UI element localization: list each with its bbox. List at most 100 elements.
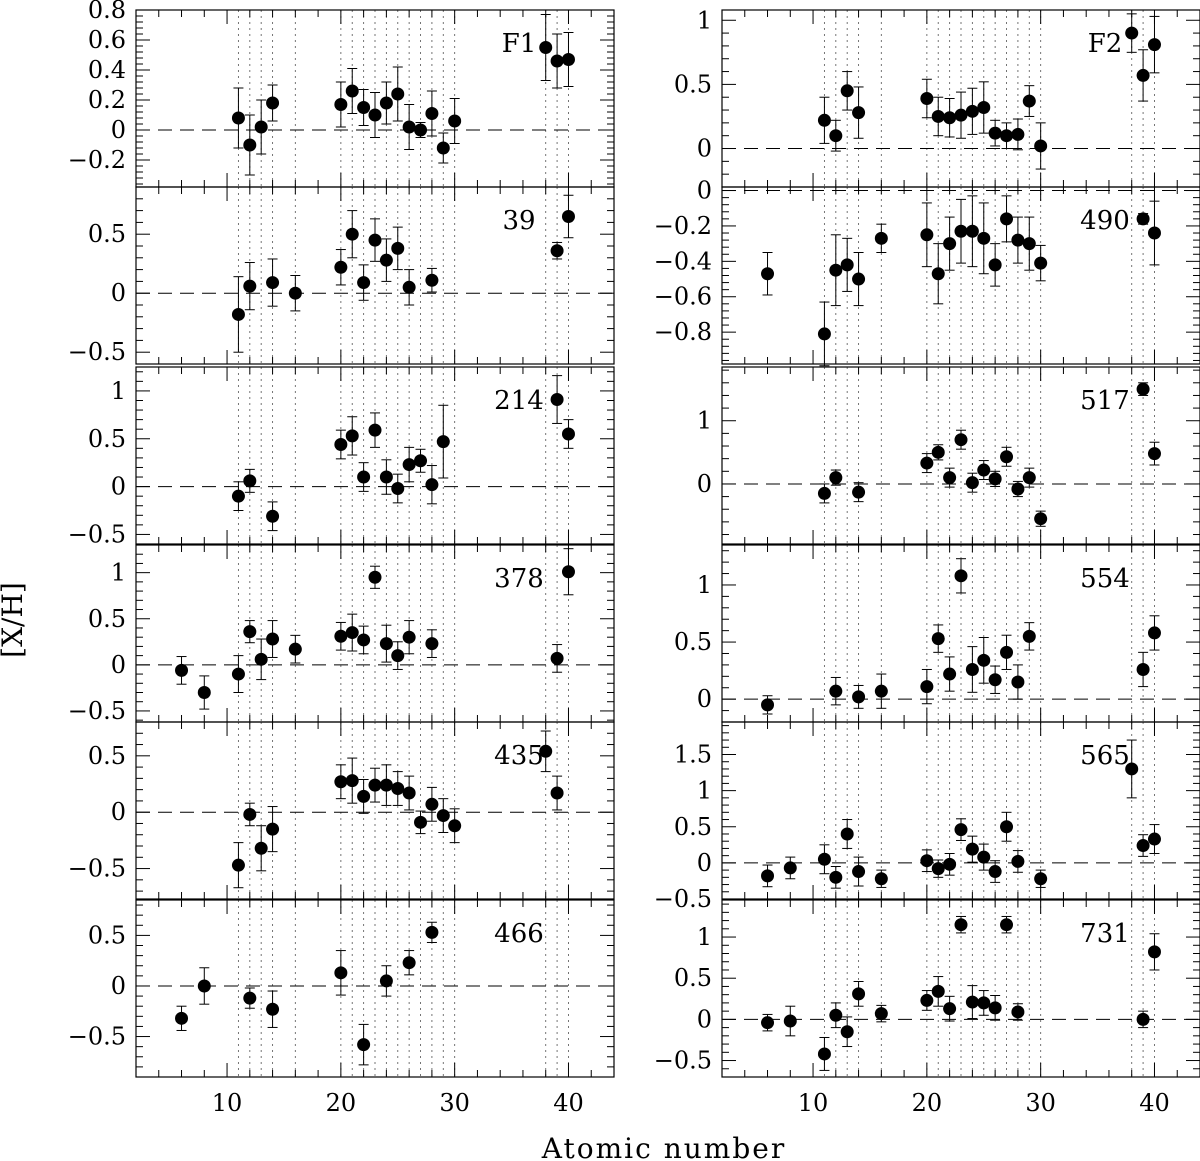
data-point — [1147, 447, 1161, 461]
data-point — [345, 774, 359, 788]
panel-39: −0.5 0 0.5 39 — [68, 186, 615, 366]
data-point — [425, 637, 439, 651]
panel-731: −0.5 0 0.5 1 10 20 30 40 731 — [654, 899, 1200, 1117]
y-tick-label: 1.5 — [674, 741, 712, 769]
y-tick-label: −0.8 — [654, 318, 712, 346]
data-point — [829, 263, 843, 277]
data-point — [266, 509, 280, 523]
data-point — [550, 244, 564, 258]
data-point — [1000, 212, 1014, 226]
data-point — [345, 429, 359, 443]
data-point — [379, 974, 393, 988]
data-point — [1022, 94, 1036, 108]
y-tick-label: −0.5 — [654, 1047, 712, 1075]
data-point — [852, 690, 866, 704]
data-point — [334, 629, 348, 643]
panel-214: −0.5 0 0.5 1 214 — [68, 366, 615, 548]
data-point — [817, 852, 831, 866]
data-point — [550, 651, 564, 665]
data-point — [379, 96, 393, 110]
data-point — [1147, 832, 1161, 846]
data-point — [243, 474, 257, 488]
data-point — [874, 1007, 888, 1021]
data-point — [1011, 127, 1025, 141]
y-tick-label: −0.5 — [68, 855, 126, 883]
data-point — [391, 782, 405, 796]
data-point — [402, 956, 416, 970]
data-point — [954, 108, 968, 122]
panel-565: −0.5 0 0.5 1 1.5 565 — [654, 721, 1200, 913]
data-point — [402, 458, 416, 472]
data-point — [965, 104, 979, 118]
data-point — [402, 786, 416, 800]
data-point — [550, 393, 564, 407]
y-tick-label: 0.5 — [674, 813, 712, 841]
data-point — [943, 857, 957, 871]
data-point — [402, 280, 416, 294]
data-point — [561, 210, 575, 223]
x-tick-label: 10 — [212, 1089, 243, 1117]
data-point — [1034, 872, 1048, 886]
y-tick-label: 0.5 — [674, 70, 712, 98]
data-point — [1022, 629, 1036, 643]
data-point — [931, 109, 945, 123]
data-point — [425, 925, 439, 939]
data-point — [425, 478, 439, 492]
y-tick-label: 0.4 — [88, 56, 126, 84]
y-tick-label: 0.5 — [88, 921, 126, 949]
panel-frame — [721, 366, 1200, 545]
data-point — [965, 476, 979, 490]
data-point — [243, 138, 257, 152]
data-point — [550, 54, 564, 68]
data-point — [977, 231, 991, 245]
data-point — [988, 258, 1002, 272]
panel-378: −0.5 0 0.5 1 378 — [68, 544, 615, 725]
data-point — [1136, 382, 1150, 396]
data-point — [368, 778, 382, 792]
x-tick-label: 20 — [912, 1089, 943, 1117]
panel-f1: −0.200.20.40.60.8 F1 — [68, 0, 615, 188]
data-point — [1147, 38, 1161, 52]
data-point — [243, 625, 257, 639]
y-tick-label: 0.5 — [88, 425, 126, 453]
data-point — [368, 423, 382, 437]
data-point — [931, 984, 945, 998]
data-point — [1136, 68, 1150, 82]
data-point — [783, 1014, 797, 1028]
data-point — [357, 101, 371, 114]
data-point — [391, 649, 405, 663]
data-point — [840, 258, 854, 272]
data-point — [931, 862, 945, 876]
y-tick-label: 0 — [697, 849, 712, 877]
data-point — [1011, 233, 1025, 247]
data-point — [852, 987, 866, 1001]
panel-frame — [135, 899, 615, 1078]
y-tick-label: 1 — [697, 923, 712, 951]
panel-frame — [135, 366, 615, 545]
data-point — [368, 108, 382, 122]
y-tick-label: 0 — [111, 116, 126, 144]
data-point — [357, 789, 371, 803]
y-tick-label: 1 — [111, 559, 126, 587]
data-point — [357, 276, 371, 290]
data-point — [817, 113, 831, 127]
data-point — [266, 276, 280, 290]
data-point — [357, 470, 371, 484]
y-tick-label: 0 — [697, 685, 712, 713]
panel-frame — [135, 186, 615, 365]
x-tick-label: 40 — [553, 1089, 584, 1117]
data-point — [829, 471, 843, 485]
data-point — [988, 126, 1002, 140]
data-point — [561, 53, 575, 66]
y-tick-label: 0.8 — [88, 0, 126, 24]
data-point — [874, 872, 888, 886]
data-point — [425, 273, 439, 287]
data-point — [1011, 1005, 1025, 1019]
y-tick-label: −0.5 — [68, 1023, 126, 1051]
data-point — [1022, 237, 1036, 251]
data-point — [402, 630, 416, 644]
data-point — [391, 241, 405, 255]
y-tick-label: −0.4 — [654, 247, 712, 275]
data-point — [1147, 945, 1161, 959]
